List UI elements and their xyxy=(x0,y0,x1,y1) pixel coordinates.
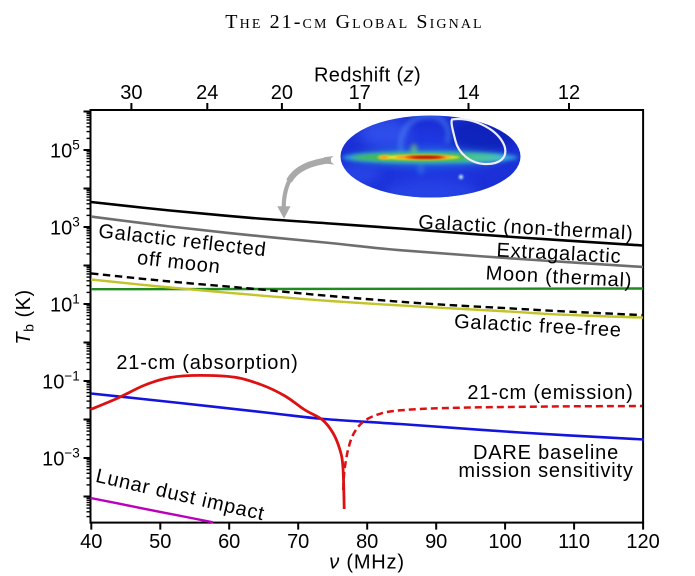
svg-text:21-cm (absorption): 21-cm (absorption) xyxy=(116,352,298,374)
svg-text:90: 90 xyxy=(425,531,447,553)
svg-text:110: 110 xyxy=(558,531,590,553)
svg-text:50: 50 xyxy=(149,531,171,553)
svg-text:120: 120 xyxy=(626,531,659,553)
svg-text:DARE baseline: DARE baseline xyxy=(473,442,619,464)
svg-text:ν (MHz): ν (MHz) xyxy=(329,551,405,573)
svg-text:14: 14 xyxy=(457,82,479,104)
svg-text:103: 103 xyxy=(50,215,80,240)
svg-text:Tb (K): Tb (K) xyxy=(13,289,37,344)
svg-text:100: 100 xyxy=(488,531,521,553)
svg-text:80: 80 xyxy=(356,531,378,553)
svg-text:30: 30 xyxy=(120,82,142,104)
svg-text:20: 20 xyxy=(271,82,293,104)
svg-text:mission sensitivity: mission sensitivity xyxy=(458,460,633,482)
svg-text:105: 105 xyxy=(50,138,80,163)
svg-text:10−3: 10−3 xyxy=(42,446,80,471)
svg-text:40: 40 xyxy=(80,531,102,553)
svg-text:Redshift (z): Redshift (z) xyxy=(314,64,421,86)
svg-text:12: 12 xyxy=(558,82,580,104)
svg-text:101: 101 xyxy=(50,292,80,317)
svg-text:70: 70 xyxy=(287,531,309,553)
svg-text:60: 60 xyxy=(218,531,240,553)
svg-text:24: 24 xyxy=(196,82,218,104)
svg-text:17: 17 xyxy=(349,82,371,104)
svg-text:10−1: 10−1 xyxy=(42,369,80,394)
svg-text:21-cm (emission): 21-cm (emission) xyxy=(467,382,633,404)
